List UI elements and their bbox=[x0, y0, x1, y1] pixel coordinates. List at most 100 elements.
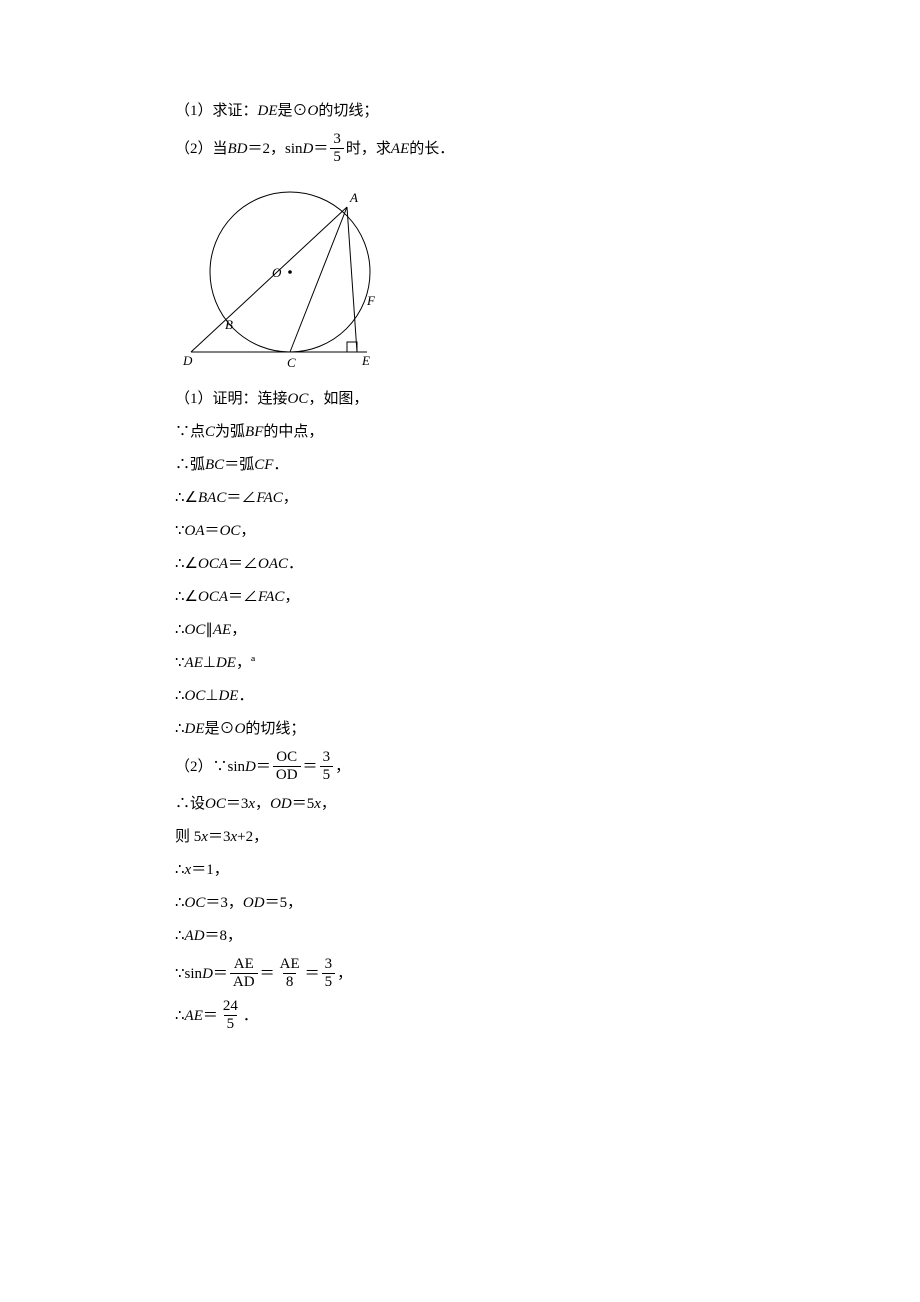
sd1-d1: OD bbox=[273, 766, 301, 783]
q1-tail: 的切线； bbox=[318, 99, 378, 123]
sd1-d2: 5 bbox=[320, 766, 334, 783]
label-d: D bbox=[182, 353, 193, 368]
sd2-eq2: ＝ bbox=[260, 962, 275, 986]
q1-var-de: DE bbox=[258, 99, 278, 123]
ocod-m1: ＝3， bbox=[205, 891, 243, 915]
ocod-pre: ∴ bbox=[175, 891, 185, 915]
sd1-frac1: OC OD bbox=[273, 750, 301, 783]
set-x2: x bbox=[314, 792, 321, 816]
sd2-n3: 3 bbox=[322, 957, 336, 973]
p10-post: 的切线； bbox=[245, 717, 305, 741]
calc-ocod: ∴ OC ＝3， OD ＝5， bbox=[175, 891, 920, 915]
label-c: C bbox=[287, 355, 296, 370]
calc-set: ∴设 OC ＝3 x ， OD ＝5 x ， bbox=[175, 792, 920, 816]
x-post: ＝1， bbox=[191, 858, 229, 882]
ae-pre: ∴ bbox=[175, 1004, 185, 1028]
proof-line-6: ∴∠ OCA ＝∠ FAC ， bbox=[175, 585, 920, 609]
sd2-post: ， bbox=[337, 962, 352, 986]
then-pre: 则 5 bbox=[175, 825, 201, 849]
p9-pre: ∴ bbox=[175, 684, 185, 708]
calc-x: ∴ x ＝1， bbox=[175, 858, 920, 882]
q2-mid: 时，求 bbox=[346, 137, 391, 161]
geometry-diagram: A O B F D C E bbox=[175, 177, 920, 377]
p0-it1: OC bbox=[288, 387, 309, 411]
p1-pre: ∵点 bbox=[175, 420, 205, 444]
p4-it2: OC bbox=[220, 519, 241, 543]
sd1-d: D bbox=[245, 755, 256, 779]
diagram-svg: A O B F D C E bbox=[175, 177, 395, 377]
p4-pre: ∵ bbox=[175, 519, 185, 543]
p10-it1: DE bbox=[185, 717, 205, 741]
sd1-n2: 3 bbox=[320, 750, 334, 766]
p6-it2: FAC bbox=[258, 585, 284, 609]
p8-it2: DE bbox=[216, 651, 236, 675]
p6-it1: OCA bbox=[198, 585, 228, 609]
q2-frac-den: 5 bbox=[330, 148, 344, 165]
p10-mid: 是⊙ bbox=[205, 717, 235, 741]
p5-pre: ∴∠ bbox=[175, 552, 198, 576]
sd2-f1: AE AD bbox=[230, 957, 258, 990]
right-angle-mark bbox=[347, 342, 357, 352]
ae-eq: ＝ bbox=[203, 1004, 218, 1028]
set-m3: ＝5 bbox=[292, 792, 315, 816]
question-2: （2）当 BD ＝2，sin D ＝ 3 5 时，求 AE 的长． bbox=[175, 132, 920, 165]
p7-it2: AE bbox=[213, 618, 231, 642]
set-x1: x bbox=[248, 792, 255, 816]
p3-post: ， bbox=[283, 486, 298, 510]
label-a: A bbox=[349, 190, 358, 205]
set-v2: OD bbox=[270, 792, 292, 816]
q2-pre: （2）当 bbox=[175, 137, 228, 161]
sd1-frac2: 3 5 bbox=[320, 750, 334, 783]
p5-post: ． bbox=[288, 552, 303, 576]
line-da bbox=[191, 207, 347, 352]
ad-post: ＝8， bbox=[205, 924, 243, 948]
sd2-d3: 5 bbox=[322, 973, 336, 990]
sd2-d1: AD bbox=[230, 973, 258, 990]
q2-ae: AE bbox=[391, 137, 409, 161]
p6-pre: ∴∠ bbox=[175, 585, 198, 609]
q1-var-o: O bbox=[308, 99, 319, 123]
calc-ad: ∴ AD ＝8， bbox=[175, 924, 920, 948]
proof-line-1: ∵点 C 为弧 BF 的中点， bbox=[175, 420, 920, 444]
p3-pre: ∴∠ bbox=[175, 486, 198, 510]
proof-line-0: （1）证明：连接 OC ，如图， bbox=[175, 387, 920, 411]
x-pre: ∴ bbox=[175, 858, 185, 882]
ocod-v1: OC bbox=[185, 891, 206, 915]
p9-it2: DE bbox=[218, 684, 238, 708]
p6-mid: ＝∠ bbox=[228, 585, 258, 609]
q1-mid: 是⊙ bbox=[278, 99, 308, 123]
ae-d: 5 bbox=[224, 1015, 238, 1032]
sd2-d2: 8 bbox=[283, 973, 297, 990]
sd1-eq2: ＝ bbox=[303, 755, 318, 779]
ae-n: 24 bbox=[220, 999, 241, 1015]
p1-mid: 为弧 bbox=[215, 420, 245, 444]
q2-frac-num: 3 bbox=[330, 132, 344, 148]
x-x: x bbox=[185, 858, 192, 882]
sd1-n1: OC bbox=[273, 750, 300, 766]
q2-tail: 的长． bbox=[409, 137, 454, 161]
p3-mid: ＝∠ bbox=[226, 486, 256, 510]
calc-sind1: （2）∵sin D ＝ OC OD ＝ 3 5 ， bbox=[175, 750, 920, 783]
set-post: ， bbox=[321, 792, 336, 816]
p7-post: ， bbox=[231, 618, 246, 642]
p2-post: ． bbox=[273, 453, 288, 477]
p4-post: ， bbox=[240, 519, 255, 543]
sd2-n2: AE bbox=[277, 957, 303, 973]
p6-post: ， bbox=[284, 585, 299, 609]
calc-then: 则 5 x ＝3 x +2， bbox=[175, 825, 920, 849]
p0-pre: （1）证明：连接 bbox=[175, 387, 288, 411]
calc-sind2: ∵sin D ＝ AE AD ＝ AE 8 ＝ 3 5 ， bbox=[175, 957, 920, 990]
p1-it2: BF bbox=[245, 420, 263, 444]
p2-it2: CF bbox=[254, 453, 273, 477]
sd1-eq: ＝ bbox=[256, 755, 271, 779]
then-x2: x bbox=[230, 825, 237, 849]
proof-line-5: ∴∠ OCA ＝∠ OAC ． bbox=[175, 552, 920, 576]
p5-mid: ＝∠ bbox=[228, 552, 258, 576]
line-ca bbox=[290, 207, 347, 352]
p8-it1: AE bbox=[185, 651, 203, 675]
ae-post: ． bbox=[243, 1004, 258, 1028]
label-e: E bbox=[361, 353, 370, 368]
p0-post: ，如图， bbox=[308, 387, 368, 411]
sd2-eq: ＝ bbox=[213, 962, 228, 986]
p2-mid: ＝弧 bbox=[224, 453, 254, 477]
